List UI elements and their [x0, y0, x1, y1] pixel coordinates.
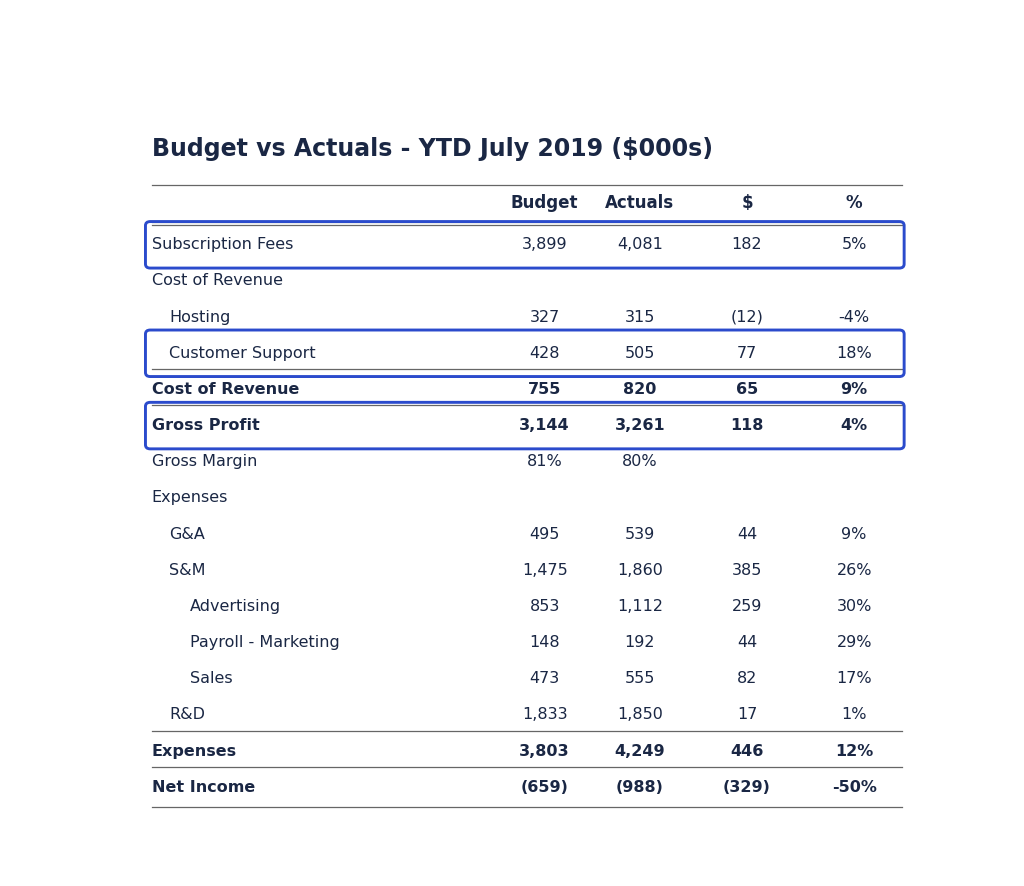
Text: 495: 495 — [529, 526, 560, 541]
Text: -4%: -4% — [839, 309, 869, 324]
Text: 77: 77 — [737, 346, 757, 361]
Text: (988): (988) — [615, 780, 664, 795]
Text: Gross Profit: Gross Profit — [152, 418, 259, 433]
Text: 65: 65 — [736, 382, 758, 397]
Text: 4,249: 4,249 — [614, 743, 666, 758]
Text: 1,850: 1,850 — [616, 707, 663, 722]
Text: %: % — [846, 194, 862, 212]
Text: 315: 315 — [625, 309, 655, 324]
Text: Net Income: Net Income — [152, 780, 255, 795]
Text: 80%: 80% — [622, 455, 657, 470]
Text: Sales: Sales — [189, 672, 232, 686]
Text: 505: 505 — [625, 346, 655, 361]
Text: R&D: R&D — [169, 707, 205, 722]
Text: 12%: 12% — [835, 743, 873, 758]
Text: 30%: 30% — [837, 599, 871, 614]
Text: $: $ — [741, 194, 753, 212]
Text: 3,803: 3,803 — [519, 743, 570, 758]
Text: 3,261: 3,261 — [614, 418, 666, 433]
Text: 1,833: 1,833 — [522, 707, 567, 722]
Text: 473: 473 — [529, 672, 560, 686]
Text: 259: 259 — [732, 599, 762, 614]
Text: 539: 539 — [625, 526, 655, 541]
Text: Subscription Fees: Subscription Fees — [152, 237, 293, 253]
Text: 44: 44 — [737, 635, 757, 650]
Text: G&A: G&A — [169, 526, 205, 541]
Text: 385: 385 — [732, 563, 762, 578]
Text: 9%: 9% — [841, 382, 867, 397]
Text: Budget: Budget — [511, 194, 579, 212]
Text: 26%: 26% — [837, 563, 871, 578]
Text: 3,899: 3,899 — [522, 237, 567, 253]
Text: (659): (659) — [520, 780, 568, 795]
Text: 4%: 4% — [841, 418, 867, 433]
Text: S&M: S&M — [169, 563, 206, 578]
Text: 853: 853 — [529, 599, 560, 614]
Text: Gross Margin: Gross Margin — [152, 455, 257, 470]
Text: Cost of Revenue: Cost of Revenue — [152, 274, 283, 289]
Text: 1,860: 1,860 — [616, 563, 663, 578]
Text: 755: 755 — [528, 382, 561, 397]
Text: -50%: -50% — [831, 780, 877, 795]
Text: 18%: 18% — [837, 346, 872, 361]
Text: 82: 82 — [737, 672, 757, 686]
Text: 17%: 17% — [837, 672, 872, 686]
Text: 3,144: 3,144 — [519, 418, 570, 433]
Text: Expenses: Expenses — [152, 491, 228, 505]
Text: 118: 118 — [730, 418, 764, 433]
Text: 428: 428 — [529, 346, 560, 361]
Text: Actuals: Actuals — [605, 194, 675, 212]
Text: Budget vs Actuals - YTD July 2019 ($000s): Budget vs Actuals - YTD July 2019 ($000s… — [152, 137, 713, 161]
Text: 192: 192 — [625, 635, 655, 650]
Text: 555: 555 — [625, 672, 655, 686]
Text: 1%: 1% — [842, 707, 867, 722]
Text: 820: 820 — [624, 382, 656, 397]
Text: 81%: 81% — [526, 455, 562, 470]
Text: 44: 44 — [737, 526, 757, 541]
Text: 327: 327 — [529, 309, 560, 324]
Text: 446: 446 — [730, 743, 764, 758]
Text: 1,475: 1,475 — [522, 563, 567, 578]
Text: Customer Support: Customer Support — [169, 346, 315, 361]
Text: (12): (12) — [730, 309, 764, 324]
Text: 9%: 9% — [842, 526, 867, 541]
Text: 182: 182 — [732, 237, 762, 253]
Text: 5%: 5% — [842, 237, 867, 253]
Text: 4,081: 4,081 — [616, 237, 663, 253]
Text: Cost of Revenue: Cost of Revenue — [152, 382, 299, 397]
Text: Payroll - Marketing: Payroll - Marketing — [189, 635, 340, 650]
Text: 17: 17 — [737, 707, 757, 722]
Text: 148: 148 — [529, 635, 560, 650]
Text: (329): (329) — [723, 780, 771, 795]
Text: 1,112: 1,112 — [616, 599, 663, 614]
Text: Advertising: Advertising — [189, 599, 281, 614]
Text: Hosting: Hosting — [169, 309, 230, 324]
Text: 29%: 29% — [837, 635, 871, 650]
Text: Expenses: Expenses — [152, 743, 237, 758]
